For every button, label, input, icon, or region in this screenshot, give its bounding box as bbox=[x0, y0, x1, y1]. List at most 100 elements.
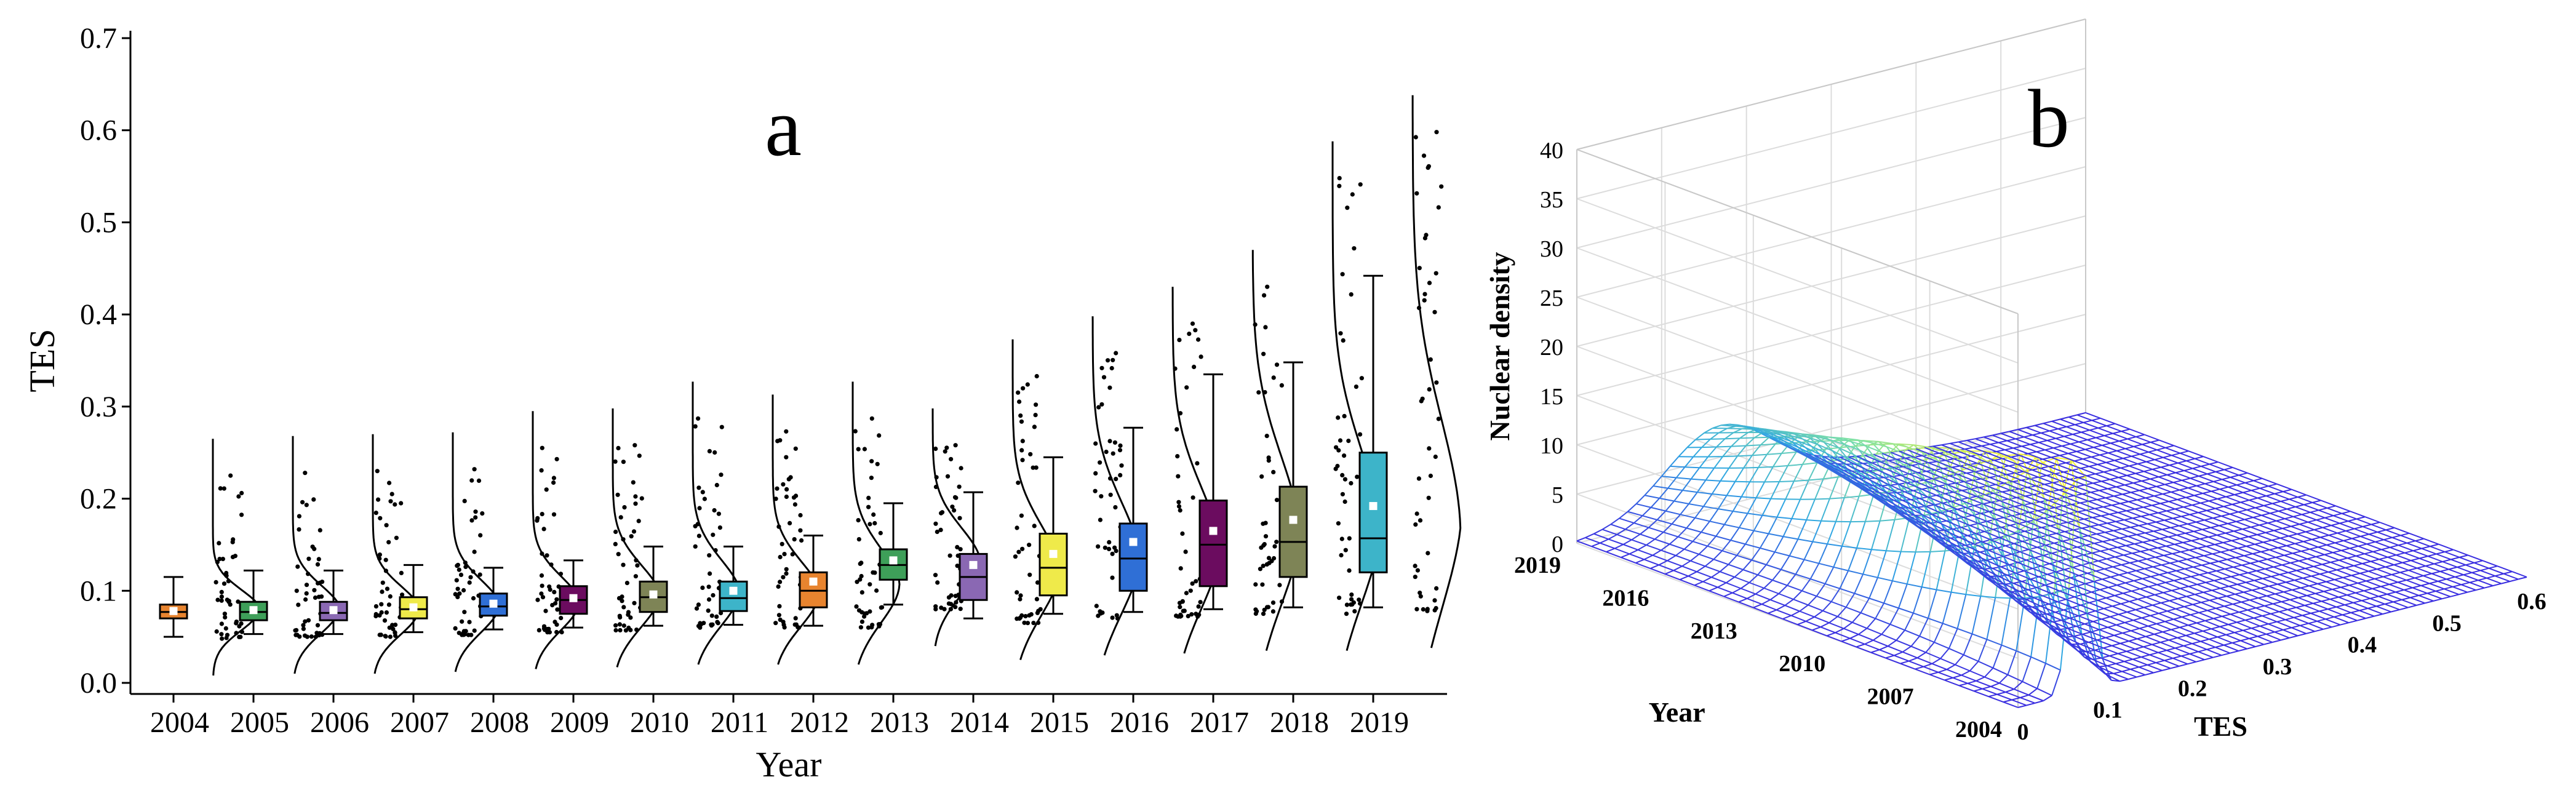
mesh-line bbox=[2381, 549, 2397, 556]
mesh-line bbox=[2347, 594, 2363, 602]
mesh-line bbox=[2287, 570, 2297, 573]
mesh-line bbox=[2233, 528, 2243, 532]
data-point bbox=[944, 445, 949, 450]
mesh-line bbox=[1920, 463, 1936, 471]
mesh-line bbox=[2176, 532, 2186, 536]
mesh-line bbox=[2342, 612, 2351, 616]
data-point bbox=[635, 563, 640, 568]
mesh-line bbox=[2059, 629, 2075, 637]
mesh-line bbox=[2423, 573, 2432, 576]
mesh-line bbox=[2430, 546, 2446, 552]
mesh-line bbox=[1800, 433, 1816, 437]
mesh-line bbox=[2086, 508, 2095, 511]
mesh-line bbox=[2079, 536, 2095, 544]
mesh-line bbox=[2056, 457, 2066, 490]
mesh-line bbox=[1978, 661, 1993, 669]
mesh-line bbox=[1678, 447, 1688, 457]
data-points bbox=[1413, 130, 1444, 613]
mesh-line bbox=[2054, 587, 2070, 594]
mesh-line bbox=[1680, 514, 1696, 519]
mesh-line bbox=[2041, 565, 2056, 573]
mean-marker bbox=[1049, 549, 1058, 558]
mesh-line bbox=[2159, 536, 2169, 540]
mesh-line bbox=[2339, 522, 2355, 530]
mesh-line bbox=[1896, 629, 1905, 641]
mesh-line bbox=[2028, 694, 2044, 702]
mesh-line bbox=[2193, 566, 2209, 574]
mesh-line bbox=[1656, 510, 1667, 520]
mesh-line bbox=[2132, 656, 2142, 660]
data-points bbox=[453, 467, 485, 637]
box-group-2010: 2010 bbox=[630, 381, 741, 739]
mesh-line bbox=[2480, 567, 2489, 572]
data-point bbox=[1020, 546, 1025, 551]
mesh-line bbox=[1996, 693, 2012, 701]
mesh-line bbox=[2164, 519, 2180, 527]
data-point bbox=[1347, 568, 1352, 573]
mesh-line bbox=[2016, 496, 2032, 504]
mesh-line bbox=[1707, 446, 1717, 458]
mesh-line bbox=[2283, 488, 2292, 493]
mesh-line bbox=[1792, 446, 1808, 455]
mesh-line bbox=[1894, 467, 1910, 475]
mesh-line bbox=[1926, 471, 1942, 478]
data-point bbox=[945, 474, 951, 479]
mesh-line bbox=[2095, 568, 2105, 572]
mesh-line bbox=[1866, 618, 1876, 629]
mesh-line bbox=[2192, 604, 2208, 612]
mesh-line bbox=[2140, 586, 2149, 590]
mesh-line bbox=[2028, 549, 2044, 556]
year-tick-label: 2007 bbox=[1867, 684, 1914, 710]
mesh-line bbox=[1972, 514, 1987, 522]
data-point bbox=[463, 564, 468, 570]
mesh-line bbox=[2011, 456, 2026, 464]
mesh-line bbox=[2489, 565, 2498, 569]
mesh-line bbox=[2315, 628, 2324, 632]
mesh-line bbox=[1841, 521, 1851, 547]
data-point bbox=[693, 424, 698, 429]
mesh-line bbox=[2186, 596, 2202, 604]
mesh-line bbox=[2175, 568, 2185, 572]
data-point bbox=[1022, 620, 1027, 625]
mesh-line bbox=[1667, 477, 1677, 489]
mesh-line bbox=[2086, 613, 2102, 620]
mesh-line bbox=[1719, 564, 1729, 572]
mesh-line bbox=[2320, 535, 2329, 538]
data-point bbox=[869, 476, 874, 480]
mesh-line bbox=[1769, 434, 1785, 442]
mesh-line bbox=[1903, 476, 1913, 496]
mesh-line bbox=[1688, 492, 1698, 504]
mesh-line bbox=[2390, 546, 2405, 554]
mesh-line bbox=[2001, 598, 2011, 645]
mesh-line bbox=[1709, 508, 1719, 522]
mesh-line bbox=[2036, 546, 2052, 554]
mesh-line bbox=[1982, 688, 1998, 695]
z-tick-label: 10 bbox=[1540, 433, 1563, 459]
mesh-line bbox=[2374, 576, 2383, 580]
mesh-line bbox=[2049, 428, 2059, 432]
data-point bbox=[219, 621, 224, 626]
mesh-line bbox=[2080, 502, 2095, 509]
mesh-line bbox=[2210, 527, 2226, 534]
data-point bbox=[383, 568, 389, 573]
mesh-line bbox=[1864, 484, 1880, 493]
mesh-line bbox=[2323, 591, 2339, 598]
mesh-line bbox=[2118, 512, 2133, 519]
data-point bbox=[879, 605, 885, 610]
mesh-line bbox=[2194, 632, 2209, 640]
mesh-line bbox=[1817, 444, 1827, 454]
mesh-line bbox=[2090, 524, 2099, 527]
mesh-line bbox=[2062, 445, 2077, 452]
data-point bbox=[1109, 365, 1114, 371]
mesh-line bbox=[1585, 533, 1595, 538]
mesh-line bbox=[2074, 596, 2090, 604]
mesh-line bbox=[2167, 472, 2176, 476]
mesh-line bbox=[2275, 591, 2284, 595]
mesh-line bbox=[1785, 431, 1801, 435]
mesh-line bbox=[2078, 615, 2094, 623]
mesh-line bbox=[2184, 568, 2200, 576]
mesh-line bbox=[2262, 477, 2278, 485]
mesh-line bbox=[2049, 603, 2064, 611]
mesh-line bbox=[2072, 469, 2088, 477]
data-point bbox=[1347, 536, 1352, 541]
